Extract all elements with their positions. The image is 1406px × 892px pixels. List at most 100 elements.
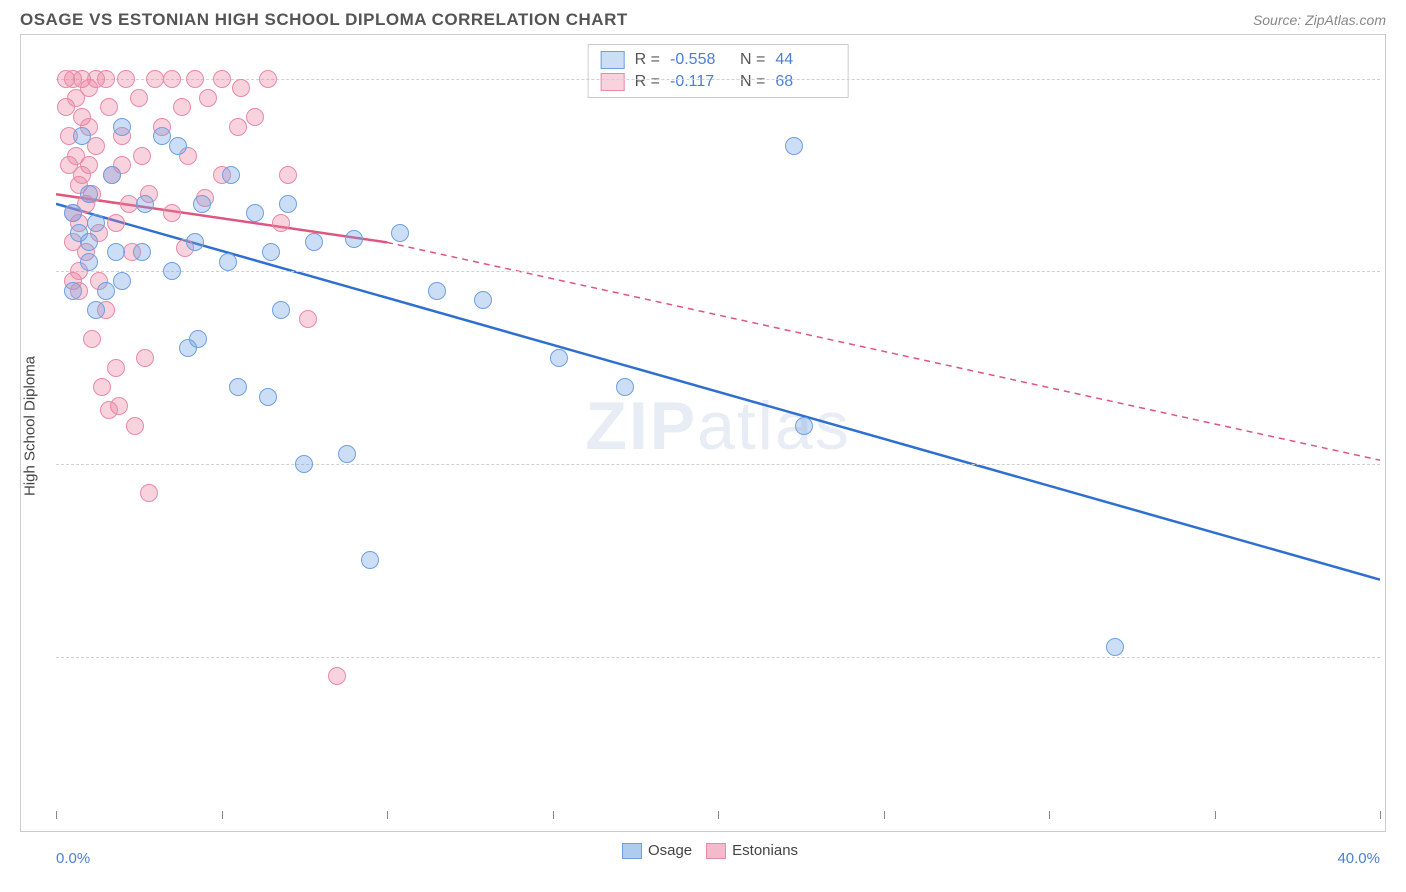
- data-point: [186, 233, 204, 251]
- data-point: [391, 224, 409, 242]
- data-point: [133, 147, 151, 165]
- chart-source: Source: ZipAtlas.com: [1253, 12, 1386, 28]
- legend-n-value: 68: [775, 73, 835, 91]
- x-tick: [1215, 811, 1216, 819]
- data-point: [169, 137, 187, 155]
- y-tick-label: 70.0%: [1390, 648, 1406, 665]
- gridline: [56, 271, 1380, 272]
- data-point: [163, 262, 181, 280]
- data-point: [616, 378, 634, 396]
- legend-n-label: N =: [740, 51, 765, 69]
- data-point: [259, 388, 277, 406]
- y-tick-label: 90.0%: [1390, 263, 1406, 280]
- data-point: [222, 166, 240, 184]
- x-tick: [56, 811, 57, 819]
- data-point: [100, 401, 118, 419]
- gridline: [56, 79, 1380, 80]
- data-point: [272, 301, 290, 319]
- data-point: [272, 214, 290, 232]
- data-point: [140, 484, 158, 502]
- data-point: [345, 230, 363, 248]
- series-legend: Osage Estonians: [0, 838, 1406, 859]
- data-point: [80, 156, 98, 174]
- x-tick: [222, 811, 223, 819]
- legend-swatch: [706, 843, 726, 859]
- legend-series-label: Osage: [648, 842, 692, 859]
- x-tick: [718, 811, 719, 819]
- data-point: [97, 70, 115, 88]
- legend-r-label: R =: [635, 51, 660, 69]
- x-tick: [553, 811, 554, 819]
- data-point: [295, 455, 313, 473]
- data-point: [113, 272, 131, 290]
- x-tick: [884, 811, 885, 819]
- data-point: [173, 98, 191, 116]
- legend-n-value: 44: [775, 51, 835, 69]
- data-point: [80, 233, 98, 251]
- data-point: [213, 70, 231, 88]
- data-point: [279, 166, 297, 184]
- legend-row: R = -0.117 N = 68: [601, 71, 836, 93]
- x-tick-label: 0.0%: [56, 850, 90, 867]
- data-point: [428, 282, 446, 300]
- data-point: [1106, 638, 1124, 656]
- data-point: [361, 551, 379, 569]
- data-point: [87, 214, 105, 232]
- data-point: [100, 98, 118, 116]
- data-point: [87, 301, 105, 319]
- data-point: [136, 349, 154, 367]
- legend-r-value: -0.558: [670, 51, 730, 69]
- legend-row: R = -0.558 N = 44: [601, 49, 836, 71]
- data-point: [279, 195, 297, 213]
- data-point: [120, 195, 138, 213]
- data-point: [107, 214, 125, 232]
- legend-n-label: N =: [740, 73, 765, 91]
- data-point: [193, 195, 211, 213]
- data-point: [153, 127, 171, 145]
- data-point: [146, 70, 164, 88]
- data-point: [64, 204, 82, 222]
- data-point: [229, 378, 247, 396]
- x-tick: [1049, 811, 1050, 819]
- legend-swatch: [601, 51, 625, 69]
- y-axis-label: High School Diploma: [22, 355, 39, 495]
- data-point: [186, 70, 204, 88]
- x-tick: [1380, 811, 1381, 819]
- data-point: [785, 137, 803, 155]
- data-point: [229, 118, 247, 136]
- x-tick: [387, 811, 388, 819]
- data-point: [80, 185, 98, 203]
- data-point: [83, 330, 101, 348]
- data-point: [73, 127, 91, 145]
- data-point: [163, 70, 181, 88]
- legend-swatch: [601, 73, 625, 91]
- data-point: [113, 118, 131, 136]
- data-point: [189, 330, 207, 348]
- data-point: [199, 89, 217, 107]
- data-point: [80, 253, 98, 271]
- y-tick-label: 100.0%: [1390, 70, 1406, 87]
- data-point: [299, 310, 317, 328]
- data-point: [107, 359, 125, 377]
- chart-area: High School Diploma ZIPatlas R =-0.558N …: [20, 34, 1386, 832]
- data-point: [117, 70, 135, 88]
- data-point: [130, 89, 148, 107]
- legend-r-label: R =: [635, 73, 660, 91]
- data-point: [232, 79, 250, 97]
- chart-title: OSAGE VS ESTONIAN HIGH SCHOOL DIPLOMA CO…: [20, 10, 628, 30]
- data-point: [550, 349, 568, 367]
- x-tick-label: 40.0%: [1337, 850, 1380, 867]
- legend-r-value: -0.117: [670, 73, 730, 91]
- data-point: [64, 282, 82, 300]
- data-point: [246, 108, 264, 126]
- data-point: [305, 233, 323, 251]
- data-point: [259, 70, 277, 88]
- data-point: [246, 204, 264, 222]
- data-point: [93, 378, 111, 396]
- data-point: [107, 243, 125, 261]
- data-point: [328, 667, 346, 685]
- gridline: [56, 657, 1380, 658]
- data-point: [133, 243, 151, 261]
- legend-series-label: Estonians: [732, 842, 798, 859]
- data-point: [136, 195, 154, 213]
